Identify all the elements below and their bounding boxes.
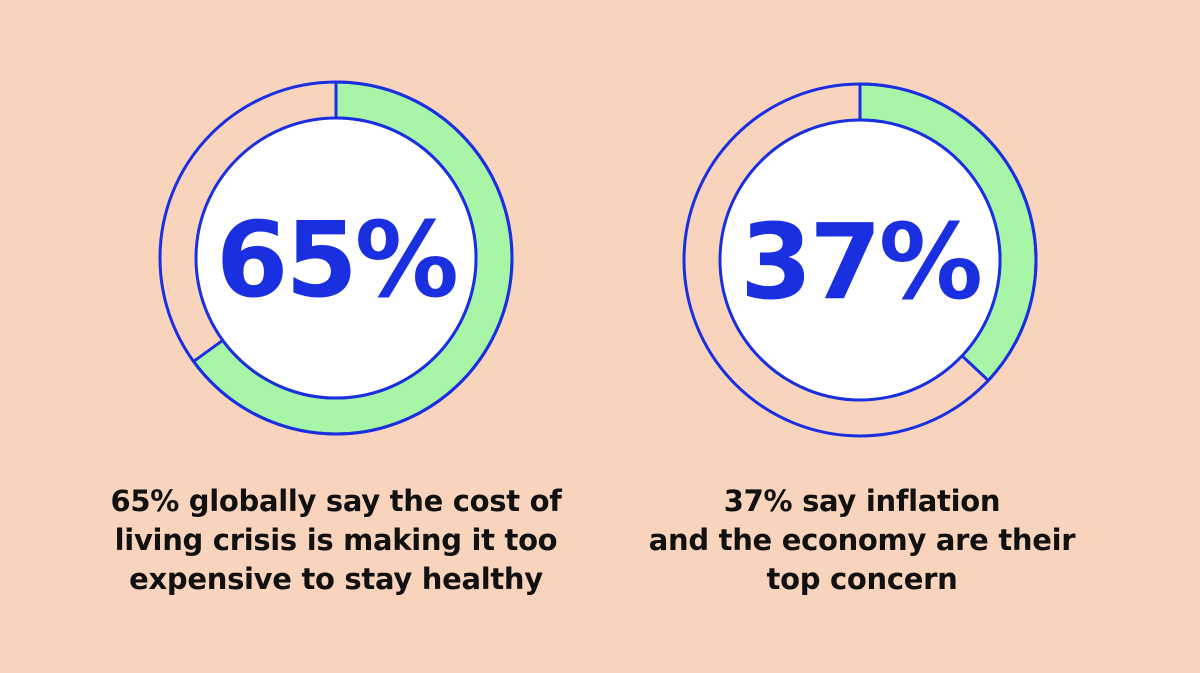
caption-line: living crisis is making it too [114, 523, 558, 557]
stat-panel-cost-of-living: 65% 65% globally say the cost of living … [76, 80, 596, 599]
donut-chart-cost-of-living: 65% [158, 80, 514, 436]
donut-center-label: 65% [216, 199, 456, 321]
caption-line: and the economy are their [648, 523, 1076, 557]
caption-cost-of-living: 65% globally say the cost of living cris… [76, 482, 596, 599]
caption-line: expensive to stay healthy [129, 562, 543, 596]
caption-line: 37% say inflation [723, 484, 1001, 518]
caption-inflation: 37% say inflation and the economy are th… [602, 482, 1122, 599]
donut-center-label: 37% [740, 201, 980, 323]
caption-line: 65% globally say the cost of [110, 484, 562, 518]
stat-panel-inflation: 37% 37% say inflation and the economy ar… [600, 0, 1200, 673]
caption-line: top concern [766, 562, 958, 596]
donut-chart-inflation: 37% [682, 82, 1038, 438]
